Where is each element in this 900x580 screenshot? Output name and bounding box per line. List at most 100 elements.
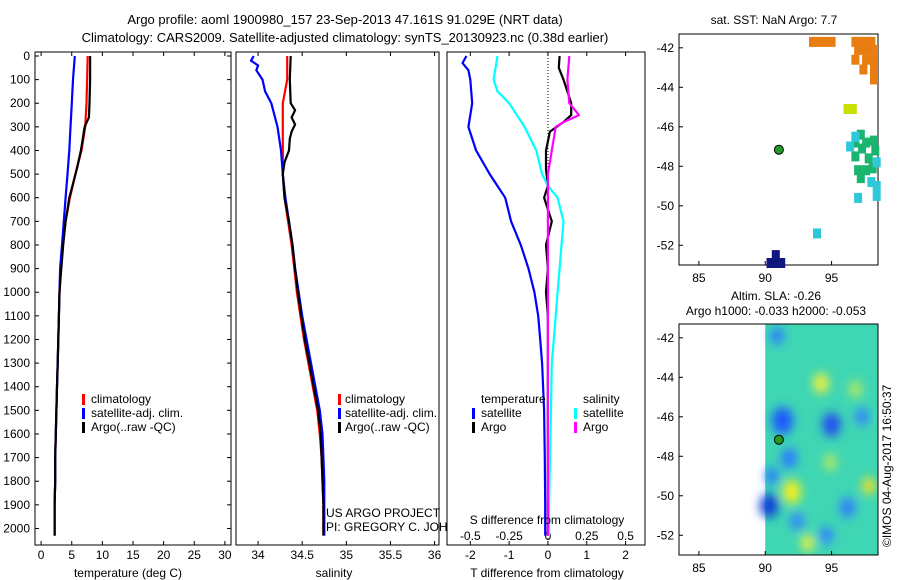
depth-tick-label: 1900 [3,498,30,512]
sla-anomaly-blob [822,412,841,437]
t-difference-label: T difference from climatology [470,566,624,580]
depth-tick-label: 0 [23,49,30,63]
sst-cell [846,141,855,152]
s-tick-label: 0.25 [575,529,599,543]
sla-field [759,324,878,555]
sla-anomaly-blob [862,477,876,495]
salinity-x-axis: 34 34.5 35 35.5 36 [251,52,442,562]
sla-anomaly-blob [790,512,804,531]
depth-tick-label: 600 [10,191,30,205]
sla-anomaly-blob [823,453,837,471]
map-y-tick-label: -44 [657,80,675,94]
temperature-x-label: temperature (deg C) [74,566,182,580]
legend-swatch-argo [82,422,85,433]
legend-swatch-s-satellite [574,408,577,419]
sst-cell [851,137,860,148]
sst-map-title: sat. SST: NaN Argo: 7.7 [711,13,838,27]
x-tick-label: 35 [340,548,354,562]
legend-label-climatology: climatology [91,392,151,406]
legend-swatch-climatology [82,394,85,405]
x-tick-label: 5 [68,548,75,562]
salinity-panel: 34 34.5 35 35.5 36 salinity climatology sate… [235,51,482,580]
difference-panel: -2 -1 0 1 2 -0.5 -0.25 0 0.25 0.5 S difference f… [446,51,646,580]
profile-line-argo-raw-qc- [281,55,325,536]
legend-label-s-satellite: satellite [583,406,624,420]
s-difference-label: S difference from climatology [470,513,625,527]
sst-cell [854,192,863,203]
sst-cell [854,44,863,55]
temperature-legend: climatology satellite-adj. clim. Argo(..… [82,392,183,434]
difference-legend: temperature satellite Argo salinity sate… [472,392,624,434]
sst-cell [843,104,852,114]
sla-anomaly-blob [782,479,802,504]
x-tick-label: -2 [465,548,476,562]
depth-tick-label: 1000 [3,285,30,299]
sla-anomaly-blob [855,408,869,426]
salinity-x-label: salinity [316,566,353,580]
temperature-panel: 0100200300400500600700800900100011001200… [3,49,645,580]
salinity-legend: climatology satellite-adj. clim. Argo(..… [338,392,437,434]
difference-profiles [461,55,581,536]
depth-tick-label: 1400 [3,380,30,394]
x-tick-label: 36 [428,548,442,562]
depth-tick-label: 100 [10,73,30,87]
legend-heading-salinity: salinity [583,392,620,406]
x-tick-label: 2 [622,548,629,562]
difference-x-axis: -2 -1 0 1 2 [465,52,629,562]
map-x-tick-label: 90 [759,561,773,575]
legend-swatch-t-satellite [472,408,475,419]
sla-anomaly-blob [759,493,779,518]
map-x-tick-label: 85 [692,271,706,285]
sst-cell [851,54,860,65]
depth-tick-label: 900 [10,262,30,276]
legend-label-t-argo: Argo [481,420,507,434]
sst-cell [766,258,775,268]
map-x-tick-label: 90 [759,271,773,285]
sla-anomaly-blob [765,467,779,485]
salinity-axes-frame [235,51,440,546]
plot-title-line2: Climatology: CARS2009. Satellite-adjuste… [81,30,609,45]
sst-cell [862,54,871,65]
sla-anomaly-blob [781,447,798,469]
x-tick-label: 15 [126,548,140,562]
sst-cell [809,36,817,47]
map-y-tick-label: -46 [657,410,675,424]
sst-cell [851,151,860,162]
sla-anomaly-blob [770,327,784,345]
depth-tick-label: 1700 [3,451,30,465]
depth-tick-label: 1100 [4,309,30,323]
profile-line-t-satellite [461,55,547,536]
depth-tick-label: 400 [10,143,30,157]
s-tick-label: 0 [545,529,552,543]
profile-line-s-satellite [492,55,565,536]
sst-cell [858,143,867,154]
x-tick-label: 1 [583,548,590,562]
sst-cell [867,177,876,188]
x-tick-label: 20 [157,548,171,562]
map-y-tick-label: -48 [657,449,675,463]
sst-cell [870,64,878,75]
map-x-tick-label: 95 [825,561,839,575]
legend-label-climatology: climatology [345,392,405,406]
depth-tick-label: 2000 [3,521,30,535]
legend-label-argo: Argo(..raw -QC) [91,420,176,434]
sst-cell [868,163,877,174]
x-tick-label: 34 [251,548,265,562]
depth-axis: 0 100 200 300 400 500 600 700 800 900 1000 1100 1200… [3,49,645,535]
legend-swatch-t-argo [472,422,475,433]
plot-title-line1: Argo profile: aoml 1900980_157 23-Sep-20… [127,12,563,27]
x-tick-label: 30 [218,548,232,562]
depth-tick-label: 800 [10,238,30,252]
depth-tick-label: 1600 [3,427,30,441]
sst-map-panel: sat. SST: NaN Argo: 7.7 85 90 95 -42 -44 -46 -… [657,13,881,285]
s-tick-label: -0.25 [495,529,523,543]
sla-anomaly-blob [812,372,829,394]
legend-swatch-satellite [338,408,341,419]
legend-swatch-argo [338,422,341,433]
legend-swatch-climatology [338,394,341,405]
x-tick-label: 10 [96,548,110,562]
depth-tick-label: 1200 [3,332,30,346]
sst-cell [872,181,881,191]
sst-cell [872,190,881,201]
